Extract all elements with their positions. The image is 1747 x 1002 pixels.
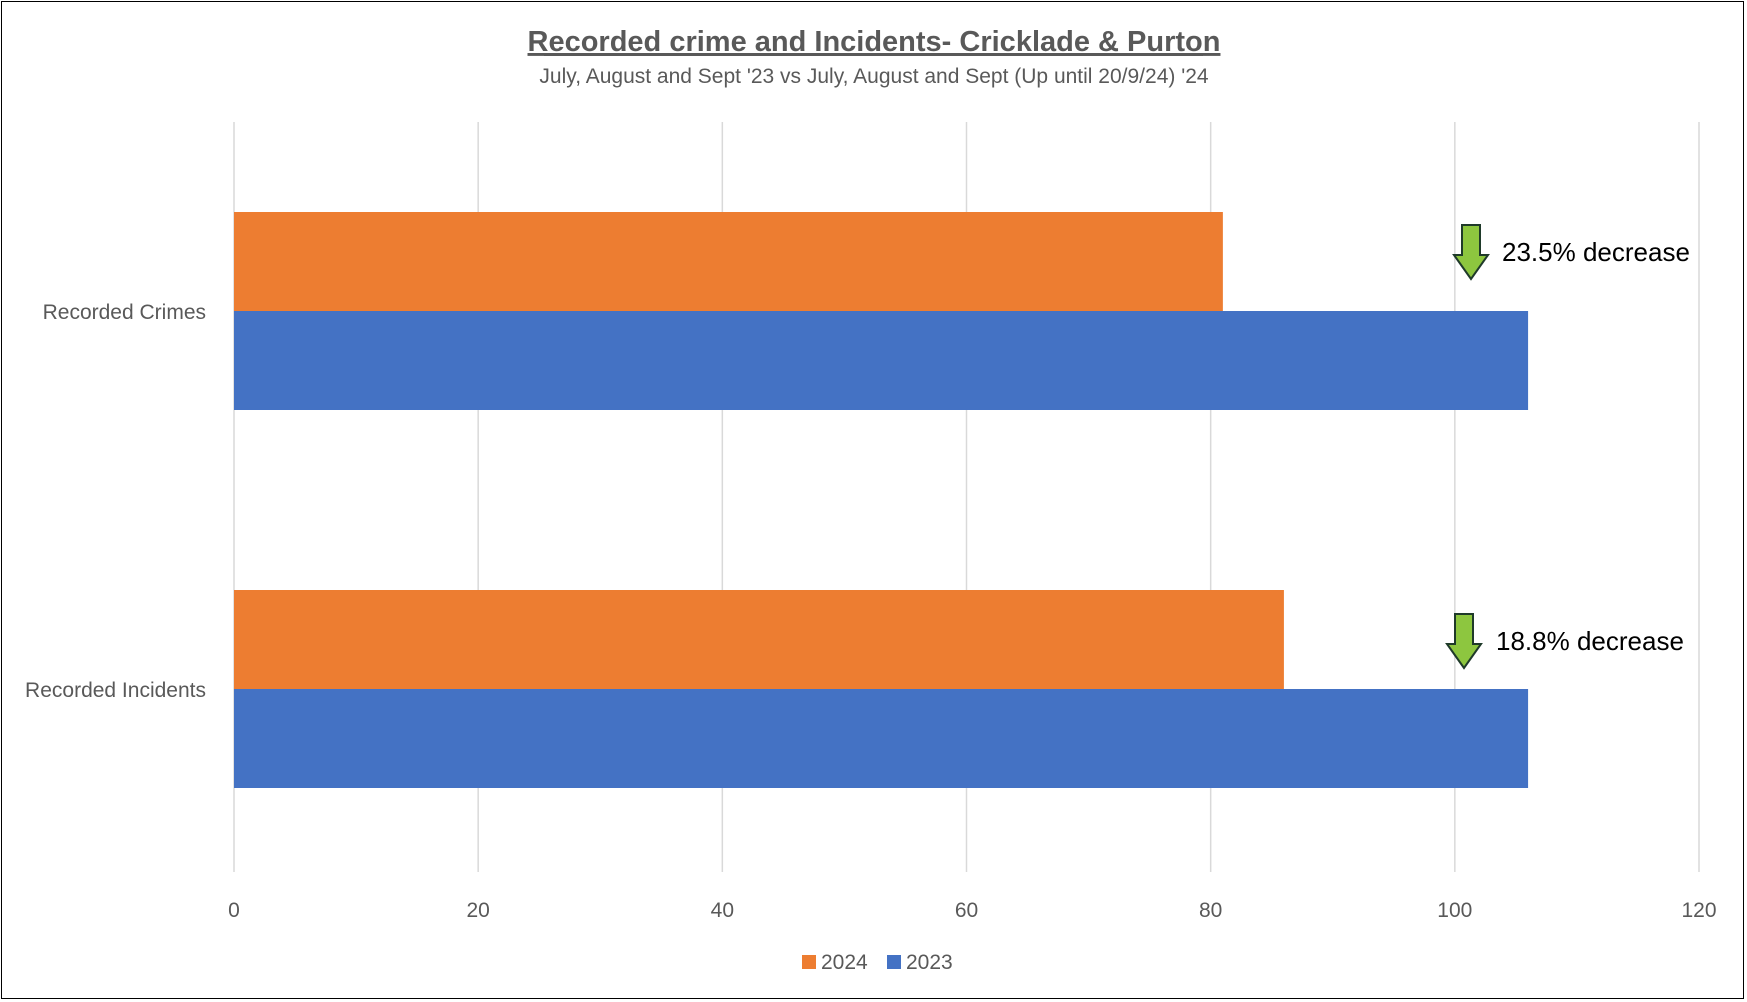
x-tick-label: 80 [1199,899,1222,922]
x-tick-label: 120 [1681,899,1716,922]
down-arrow-icon [1452,224,1490,281]
y-axis-categories: Recorded Crimes Recorded Incidents [25,301,206,702]
x-tick-label: 100 [1437,899,1472,922]
x-tick-label: 40 [711,899,734,922]
category-label: Recorded Incidents [25,679,206,702]
down-arrow-icon [1445,613,1483,670]
x-axis-ticks: 0 20 40 60 80 100 120 [228,899,1716,922]
chart-title: Recorded crime and Incidents- Cricklade … [528,26,1221,58]
bars [234,212,1529,788]
annotation-text: 18.8% decrease [1496,626,1684,656]
chart-subtitle: July, August and Sept '23 vs July, Augus… [539,65,1208,88]
annotations: 23.5% decrease 18.8% decrease [1445,224,1690,670]
x-tick-label: 60 [955,899,978,922]
bar-2023-1 [234,689,1529,788]
legend-label: 2024 [821,951,868,974]
bar-2024-1 [234,590,1284,689]
legend-label: 2023 [906,951,953,974]
annotation-text: 23.5% decrease [1502,237,1690,267]
category-label: Recorded Crimes [43,301,206,324]
bar-2023-0 [234,311,1529,410]
x-tick-label: 20 [466,899,489,922]
bar-2024-0 [234,212,1223,311]
x-tick-label: 0 [228,899,240,922]
legend-swatch-2023 [887,955,901,969]
legend-swatch-2024 [802,955,816,969]
legend: 2024 2023 [802,951,953,974]
